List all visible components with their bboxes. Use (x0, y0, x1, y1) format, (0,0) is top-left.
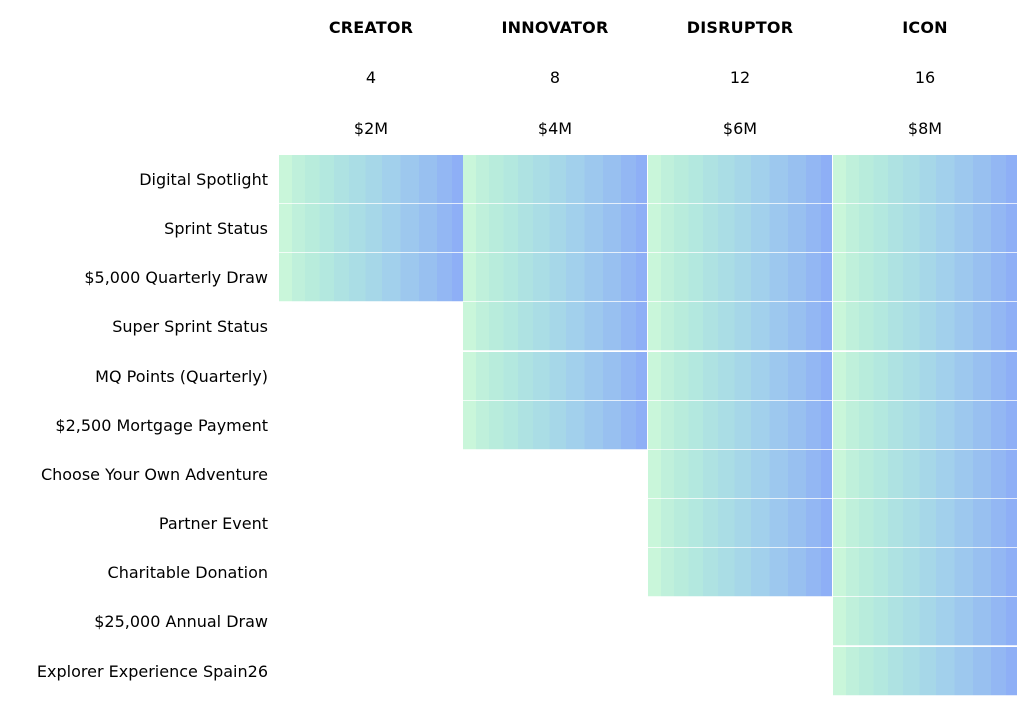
benefit-cell-innovator (463, 155, 647, 204)
benefit-cell-disruptor (648, 204, 832, 253)
benefit-cell-icon (833, 401, 1017, 450)
benefit-cell-creator (279, 253, 463, 302)
benefit-cell-icon (833, 647, 1017, 696)
tier-name-creator: CREATOR (328, 18, 414, 37)
benefit-label-digital-spotlight: Digital Spotlight (139, 170, 268, 189)
benefit-cell-innovator (463, 253, 647, 302)
benefit-cell-innovator (463, 401, 647, 450)
tier-count-icon: 16 (914, 68, 936, 87)
benefit-cell-icon (833, 450, 1017, 499)
benefit-cell-disruptor (648, 401, 832, 450)
benefit-cell-icon (833, 302, 1017, 351)
benefit-cell-disruptor (648, 253, 832, 302)
tier-count-innovator: 8 (549, 68, 561, 87)
benefit-cell-disruptor (648, 352, 832, 401)
benefit-cell-icon (833, 548, 1017, 597)
tier-name-disruptor: DISRUPTOR (686, 18, 794, 37)
benefit-label-annual-draw: $25,000 Annual Draw (94, 612, 268, 631)
benefit-cell-creator (279, 204, 463, 253)
benefit-label-mq-points: MQ Points (Quarterly) (95, 367, 268, 386)
benefit-label-partner-event: Partner Event (158, 514, 268, 533)
benefit-label-sprint-status: Sprint Status (164, 219, 268, 238)
benefit-cell-disruptor (648, 155, 832, 204)
benefit-cell-icon (833, 352, 1017, 401)
benefit-label-charitable-donation: Charitable Donation (107, 563, 268, 582)
tier-amount-disruptor: $6M (722, 119, 758, 138)
benefit-cell-innovator (463, 302, 647, 351)
benefit-label-explorer-experience: Explorer Experience Spain26 (36, 662, 268, 681)
benefit-cell-icon (833, 253, 1017, 302)
benefit-cell-icon (833, 597, 1017, 646)
tier-count-creator: 4 (365, 68, 377, 87)
tier-amount-icon: $8M (907, 119, 943, 138)
benefit-cell-innovator (463, 204, 647, 253)
tier-amount-innovator: $4M (537, 119, 573, 138)
benefit-label-mortgage-payment: $2,500 Mortgage Payment (55, 416, 268, 435)
benefit-cell-creator (279, 155, 463, 204)
tier-amount-creator: $2M (353, 119, 389, 138)
benefit-label-quarterly-draw: $5,000 Quarterly Draw (84, 268, 268, 287)
tier-name-icon: ICON (902, 18, 948, 37)
tier-name-innovator: INNOVATOR (501, 18, 609, 37)
benefit-label-super-sprint-status: Super Sprint Status (112, 317, 268, 336)
benefit-cell-icon (833, 204, 1017, 253)
benefit-cell-innovator (463, 352, 647, 401)
benefit-cell-disruptor (648, 450, 832, 499)
benefit-cell-icon (833, 499, 1017, 548)
benefit-cell-disruptor (648, 302, 832, 351)
benefit-cell-disruptor (648, 548, 832, 597)
benefit-label-choose-your-own-adventure: Choose Your Own Adventure (40, 465, 268, 484)
tier-count-disruptor: 12 (729, 68, 751, 87)
benefit-cell-icon (833, 155, 1017, 204)
benefit-cell-disruptor (648, 499, 832, 548)
